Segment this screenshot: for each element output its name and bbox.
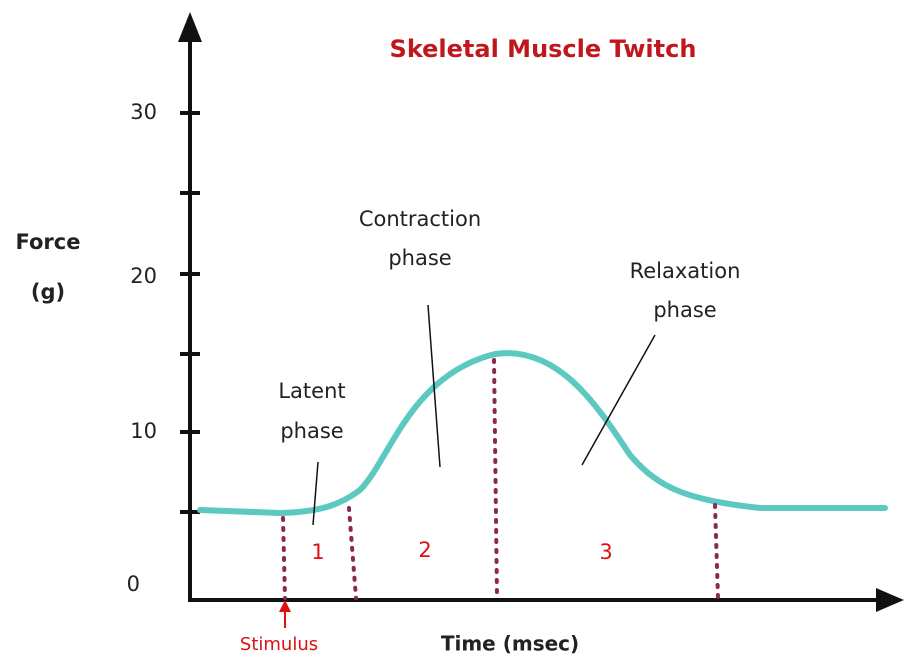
x-label: Time (msec) [441, 632, 579, 656]
phase-number: 3 [599, 540, 612, 564]
y-tick-label: 30 [130, 100, 157, 124]
phase-label: phase [388, 246, 451, 270]
y-tick-label: 0 [127, 572, 140, 596]
phase-label: phase [280, 419, 343, 443]
stimulus-label: Stimulus [240, 634, 318, 655]
title: Skeletal Muscle Twitch [390, 35, 697, 63]
y-tick-label: 10 [130, 419, 157, 443]
y-label: (g) [31, 280, 65, 304]
y-label: Force [16, 230, 81, 254]
phase-label: phase [653, 298, 716, 322]
y-tick-marks [180, 111, 200, 514]
phase-number: 2 [418, 538, 431, 562]
phase-number: 1 [311, 540, 324, 564]
phase-label: Relaxation [630, 259, 741, 283]
y-arrow [178, 12, 202, 42]
pointer-lines [312, 304, 656, 526]
stimulus-arrowhead [279, 600, 291, 612]
y-tick-label: 20 [130, 264, 157, 288]
phase-dividers [281, 358, 720, 600]
twitch-curve [197, 350, 888, 517]
x-arrow [876, 588, 904, 612]
phase-label: Latent [278, 379, 345, 403]
phase-label: Contraction [359, 207, 481, 231]
